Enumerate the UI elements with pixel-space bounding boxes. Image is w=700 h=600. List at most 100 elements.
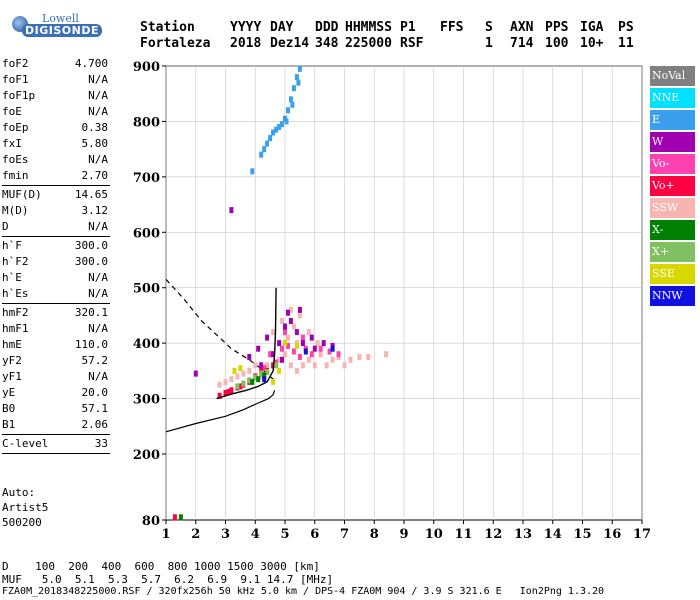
- x-tick-label: 7: [340, 527, 349, 542]
- param-name: h`E: [2, 271, 22, 284]
- echo-point-e: [291, 85, 296, 92]
- echo-point-vo: [268, 351, 273, 358]
- param-name: B1: [2, 418, 16, 431]
- echo-point-vo: [318, 345, 323, 352]
- logo-line2: DIGISONDE: [22, 24, 102, 37]
- header-label-3: DDD: [315, 20, 339, 35]
- legend-item: SSE: [650, 264, 695, 284]
- echo-point-e: [277, 124, 282, 130]
- param-row: h`E N/A: [2, 270, 110, 286]
- x-tick-label: 10: [425, 527, 443, 542]
- param-name: C-level: [2, 437, 49, 450]
- echo-point-vo: [286, 342, 290, 349]
- echo-point-x: [178, 514, 183, 521]
- echo-point-ssw: [291, 323, 296, 330]
- echo-point-w: [277, 340, 282, 347]
- param-row: M(D) 3.12: [2, 203, 110, 219]
- param-name: yF2: [2, 354, 22, 367]
- header-label-0: Station: [140, 20, 195, 35]
- true-height-profile-line: [216, 287, 277, 400]
- param-row: hmF1 N/A: [2, 321, 110, 337]
- param-divider: [2, 236, 110, 237]
- param-row: D N/A: [2, 219, 110, 235]
- header-label-7: S: [485, 20, 493, 35]
- echo-point-vo: [297, 354, 302, 360]
- y-tick-label: 80: [142, 514, 160, 529]
- param-value: N/A: [88, 89, 108, 102]
- echo-point-vo: [217, 392, 222, 399]
- echo-point-vo: [309, 351, 314, 358]
- param-name: hmE: [2, 338, 22, 351]
- legend-item: Vo+: [650, 176, 695, 196]
- echo-point-ssw: [357, 354, 362, 360]
- echo-point-e: [265, 140, 270, 147]
- param-value: 0.38: [81, 121, 109, 134]
- x-tick-label: 1: [161, 527, 170, 542]
- echo-point-x: [259, 370, 264, 377]
- param-name: MUF(D): [2, 188, 42, 201]
- header-label-1: YYYY: [230, 20, 262, 35]
- param-value: N/A: [88, 271, 108, 284]
- y-tick-label: 800: [133, 115, 160, 130]
- param-row: foEs N/A: [2, 152, 110, 168]
- echo-point-ssw: [229, 376, 234, 383]
- echo-point-ssw: [297, 312, 302, 319]
- digisonde-logo: Lowell DIGISONDE: [2, 4, 112, 44]
- param-row: B0 57.1: [2, 401, 110, 417]
- echo-point-w: [229, 207, 234, 214]
- echo-point-sse: [238, 365, 243, 372]
- echo-point-w: [297, 306, 302, 313]
- param-name: foEs: [2, 153, 29, 166]
- header-value-5: RSF: [400, 36, 424, 51]
- echo-point-ssw: [280, 318, 284, 324]
- echo-point-x: [265, 369, 270, 375]
- param-row: h`F 300.0: [2, 238, 110, 254]
- param-name: foF2: [2, 57, 29, 70]
- echo-point-ssw: [286, 334, 290, 341]
- echo-point-ssw: [253, 362, 258, 369]
- echo-point-sse: [283, 340, 287, 347]
- y-tick-label: 200: [133, 448, 160, 463]
- echo-point-ssw: [277, 356, 282, 363]
- echo-point-x: [235, 383, 240, 390]
- auto-program: Artist5: [2, 501, 49, 514]
- echo-point-e: [268, 135, 273, 142]
- echo-point-w: [247, 354, 252, 360]
- param-divider: [2, 185, 110, 186]
- header-value-8: 714: [510, 36, 534, 51]
- header-value-3: 348: [315, 36, 339, 51]
- param-name: foF1p: [2, 89, 36, 102]
- echo-point-w: [321, 340, 326, 347]
- echo-point-e: [286, 107, 290, 114]
- echo-point-e: [294, 74, 299, 81]
- echo-point-ssw: [306, 356, 311, 363]
- param-name: fxI: [2, 137, 22, 150]
- echo-point-w: [288, 318, 293, 324]
- param-name: foEp: [2, 121, 29, 134]
- param-value: 57.1: [81, 402, 109, 415]
- header-value-7: 1: [485, 36, 493, 51]
- param-value: 3.12: [81, 204, 109, 217]
- echo-point-w: [280, 356, 284, 363]
- header-label-2: DAY: [270, 20, 294, 35]
- param-row: yE 20.0: [2, 385, 110, 401]
- echo-point-vo: [280, 345, 284, 352]
- x-tick-label: 2: [191, 527, 200, 542]
- param-value: 5.80: [81, 137, 109, 150]
- y-tick-label: 500: [133, 282, 160, 297]
- header-value-1: 2018: [230, 36, 262, 51]
- echo-point-e: [262, 146, 267, 153]
- param-value: N/A: [88, 220, 108, 233]
- x-tick-label: 13: [514, 527, 532, 542]
- param-value: 14.65: [74, 188, 108, 201]
- echo-point-w: [283, 323, 287, 330]
- param-row: C-level 33: [2, 436, 110, 452]
- echo-point-w: [256, 345, 261, 352]
- param-divider: [2, 303, 110, 304]
- y-tick-label: 700: [133, 171, 160, 186]
- echo-point-e: [290, 101, 295, 108]
- echo-point-ssw: [283, 351, 287, 358]
- echo-point-ssw: [241, 370, 246, 377]
- x-tick-label: 9: [399, 527, 408, 542]
- echo-point-w: [271, 351, 276, 358]
